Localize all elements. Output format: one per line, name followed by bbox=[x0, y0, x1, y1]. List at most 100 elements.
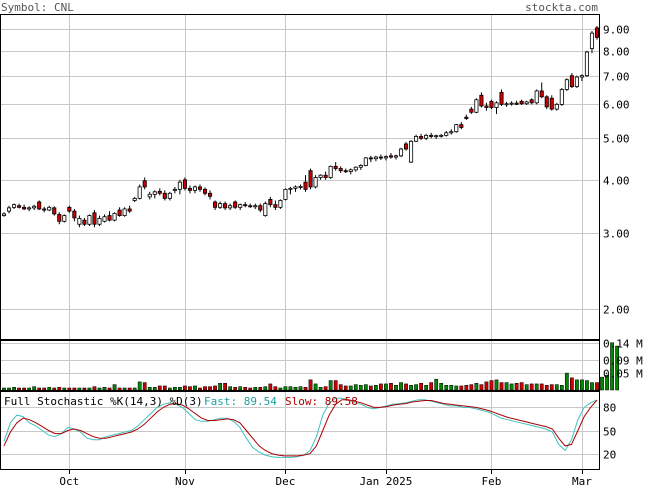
slow-value: 89.58 bbox=[325, 395, 358, 408]
candle-body bbox=[534, 90, 539, 104]
candle-body bbox=[238, 204, 243, 208]
volume-bar bbox=[549, 384, 554, 391]
candle bbox=[439, 133, 444, 138]
candle bbox=[519, 99, 524, 105]
x-tick-label: Oct bbox=[59, 475, 79, 486]
candle bbox=[142, 177, 147, 190]
candle-body bbox=[574, 76, 579, 88]
volume-bar bbox=[132, 387, 137, 391]
candle-body bbox=[519, 100, 524, 105]
price-tick-label: 4.00 bbox=[603, 175, 630, 188]
x-tick-label: Dec bbox=[275, 475, 295, 486]
price-tick-label: 7.00 bbox=[603, 71, 630, 84]
candle-body bbox=[584, 51, 589, 77]
candle-body bbox=[504, 103, 509, 106]
candle-body bbox=[243, 204, 248, 207]
candle bbox=[393, 154, 399, 160]
volume-bar bbox=[218, 382, 222, 391]
volume-bar bbox=[353, 384, 358, 391]
candle bbox=[42, 206, 47, 213]
candle-body bbox=[27, 207, 32, 210]
stochastic-lines bbox=[3, 397, 598, 458]
candle-body bbox=[202, 188, 208, 194]
volume-bar bbox=[554, 384, 559, 391]
volume-bar bbox=[172, 387, 177, 391]
brand-label: stockta.com bbox=[525, 1, 598, 14]
volume-bar bbox=[117, 387, 122, 391]
candle-body bbox=[544, 96, 549, 108]
candle bbox=[534, 89, 539, 105]
candle bbox=[529, 98, 534, 105]
candle-body bbox=[333, 165, 338, 169]
candle bbox=[429, 132, 434, 139]
candle bbox=[293, 185, 298, 192]
volume-bar bbox=[494, 379, 499, 391]
volume-bar bbox=[293, 387, 298, 391]
volume-bar bbox=[424, 385, 429, 391]
candle-body bbox=[253, 205, 258, 208]
candle-body bbox=[398, 148, 404, 157]
volume-bar bbox=[233, 387, 238, 391]
candle-body bbox=[258, 205, 263, 211]
candle-body bbox=[102, 216, 107, 222]
volume-bar bbox=[394, 385, 398, 391]
stochastic-tick-label: 80 bbox=[603, 402, 616, 415]
candle-body bbox=[298, 186, 303, 188]
candle bbox=[12, 203, 17, 209]
stochastic-tick-label: 20 bbox=[603, 449, 616, 462]
candle bbox=[248, 203, 253, 208]
volume-bar bbox=[489, 380, 494, 391]
candle-body bbox=[72, 210, 77, 219]
candle-body bbox=[373, 156, 378, 160]
volume-bar bbox=[27, 387, 32, 391]
x-tick-label: Nov bbox=[175, 475, 195, 486]
candle-body bbox=[484, 105, 489, 108]
candle bbox=[132, 196, 137, 203]
candle bbox=[398, 147, 404, 158]
candle-body bbox=[338, 168, 343, 172]
candle bbox=[37, 200, 42, 211]
candle bbox=[333, 162, 338, 171]
volume-tick-label: 0.14 M bbox=[603, 338, 643, 351]
volume-bar bbox=[575, 379, 579, 391]
volume-bar bbox=[167, 387, 172, 391]
candle-body bbox=[424, 134, 429, 139]
candle-body bbox=[213, 201, 218, 208]
price-tick-label: 8.00 bbox=[603, 46, 630, 59]
symbol-label: Symbol: CNL bbox=[1, 1, 74, 14]
volume-bar bbox=[303, 387, 308, 391]
price-tick-label: 5.00 bbox=[603, 133, 630, 146]
candle-body bbox=[439, 134, 444, 137]
candle bbox=[77, 215, 82, 228]
volume-bar bbox=[479, 384, 484, 391]
candle-body bbox=[22, 206, 27, 210]
volume-bar bbox=[243, 387, 248, 391]
candle bbox=[67, 205, 72, 213]
volume-bar bbox=[539, 383, 544, 391]
volume-bar bbox=[404, 383, 408, 391]
candle-body bbox=[172, 188, 177, 191]
candle bbox=[544, 95, 549, 110]
volume-bar bbox=[213, 385, 217, 391]
candle-body bbox=[57, 214, 62, 222]
candle bbox=[479, 92, 484, 108]
volume-bar bbox=[459, 385, 464, 391]
candle bbox=[278, 199, 283, 209]
volume-bar bbox=[87, 387, 92, 391]
candle-body bbox=[419, 136, 424, 139]
price-tick-label: 2.00 bbox=[603, 304, 630, 317]
candle bbox=[107, 211, 112, 222]
candle bbox=[197, 184, 203, 192]
candle bbox=[353, 166, 358, 172]
candle-body bbox=[142, 180, 147, 188]
candle bbox=[117, 207, 122, 217]
stochastic-title: Full Stochastic %K(14,3) %D(3) bbox=[4, 395, 203, 408]
volume-bar bbox=[514, 382, 519, 391]
volume-bar bbox=[82, 387, 87, 391]
candle-body bbox=[233, 201, 238, 208]
volume-bar bbox=[157, 385, 162, 391]
candle-body bbox=[17, 205, 22, 208]
volume-bar bbox=[203, 386, 207, 391]
candle bbox=[243, 202, 248, 208]
candle bbox=[318, 174, 323, 180]
